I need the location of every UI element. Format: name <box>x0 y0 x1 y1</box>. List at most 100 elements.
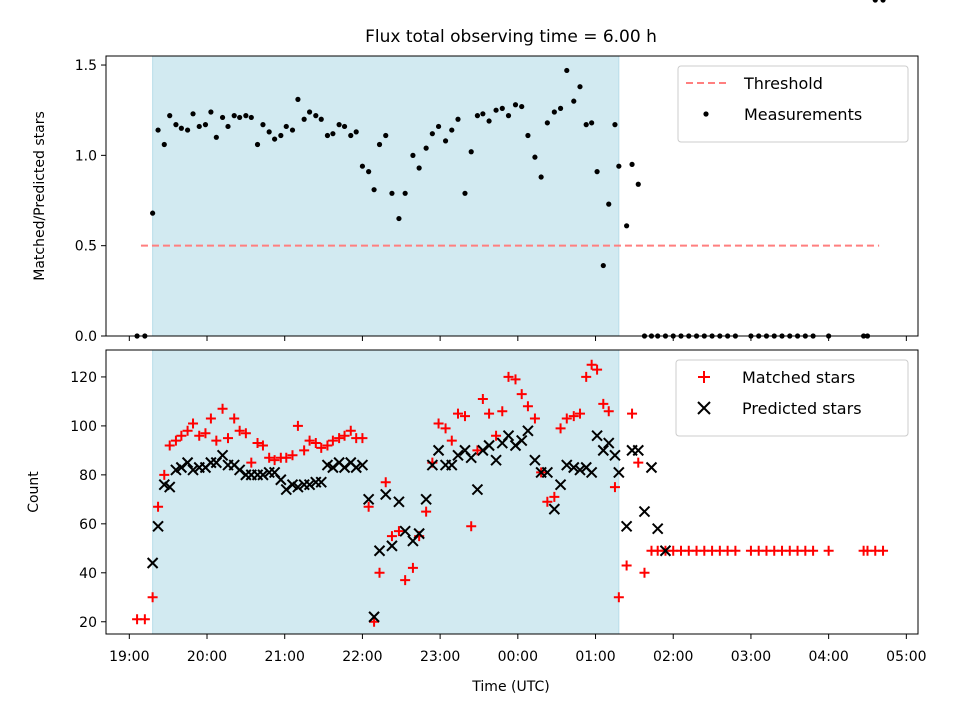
data-point <box>386 540 398 552</box>
y-tick-label: 1.5 <box>75 58 97 74</box>
data-point <box>266 129 272 135</box>
y-tick-label: 80 <box>79 468 97 484</box>
data-point <box>182 425 193 436</box>
data-point <box>491 430 502 441</box>
data-point <box>594 169 600 175</box>
data-point <box>376 141 383 148</box>
data-point <box>484 408 495 419</box>
data-point <box>248 114 254 121</box>
data-point <box>606 201 612 207</box>
data-point <box>153 501 164 512</box>
y-tick-label: 1.0 <box>75 148 97 164</box>
data-point <box>616 163 622 169</box>
data-point <box>350 461 362 474</box>
data-point <box>532 154 538 160</box>
data-point <box>380 477 391 488</box>
y-tick-label: 120 <box>70 370 97 386</box>
data-point <box>190 111 196 117</box>
data-point <box>586 359 597 370</box>
data-point <box>295 96 301 102</box>
data-point <box>609 449 621 461</box>
data-point <box>571 98 577 104</box>
data-point <box>455 116 461 122</box>
data-point <box>400 575 411 586</box>
data-point <box>399 525 411 537</box>
legend-label: Measurements <box>744 105 862 124</box>
data-point <box>600 262 606 269</box>
data-point <box>410 152 416 158</box>
data-point <box>730 545 741 556</box>
data-point <box>359 163 366 169</box>
data-point <box>493 107 499 113</box>
x-tick-label: 05:00 <box>886 649 926 665</box>
data-point <box>462 190 468 196</box>
data-point <box>435 123 442 130</box>
data-point <box>483 439 495 452</box>
data-point <box>229 413 240 424</box>
y-axis-label: Count <box>26 471 42 513</box>
data-point <box>561 413 572 424</box>
data-point <box>872 0 878 3</box>
data-point <box>420 493 432 506</box>
data-point <box>823 545 834 556</box>
plot-frame <box>105 349 919 635</box>
data-point <box>440 423 451 434</box>
series-2 <box>146 425 672 623</box>
data-point <box>287 450 298 461</box>
data-point <box>465 452 477 464</box>
data-point <box>589 120 595 126</box>
data-point <box>373 545 386 557</box>
data-point <box>208 109 214 115</box>
data-point <box>211 435 222 446</box>
data-point <box>334 433 345 444</box>
data-point <box>574 464 586 476</box>
y-tick-label: 0.5 <box>75 239 97 255</box>
legend: Threshold Measurements <box>677 65 909 143</box>
data-point <box>542 496 553 507</box>
data-point <box>591 429 603 442</box>
data-point <box>252 438 263 449</box>
data-point <box>561 459 573 471</box>
data-point <box>272 136 278 142</box>
legend: Matched stars Predicted stars <box>675 359 909 437</box>
y-tick-label: 60 <box>79 517 97 533</box>
data-point <box>316 442 327 453</box>
data-point <box>446 459 458 471</box>
data-point <box>442 138 449 144</box>
data-point <box>147 592 158 603</box>
data-point <box>446 435 457 446</box>
y-tick-label: 100 <box>70 419 97 435</box>
data-point <box>480 111 486 117</box>
data-point <box>474 113 481 119</box>
data-point <box>336 122 342 128</box>
data-point <box>568 411 579 422</box>
data-point <box>363 501 374 512</box>
data-point <box>466 521 477 532</box>
data-point <box>389 190 395 196</box>
data-point <box>416 165 422 171</box>
data-point <box>477 393 488 404</box>
x-tick-label: 19:00 <box>109 649 149 665</box>
data-point <box>613 466 625 479</box>
data-point <box>502 429 515 442</box>
data-point <box>318 116 324 122</box>
data-point <box>620 520 633 532</box>
data-point <box>603 437 615 449</box>
data-point <box>426 459 439 471</box>
data-point <box>139 614 150 625</box>
data-point <box>548 503 561 515</box>
data-point <box>194 430 205 441</box>
data-point <box>299 445 310 456</box>
data-point <box>510 374 521 385</box>
data-point <box>313 113 319 119</box>
data-point <box>452 449 464 461</box>
data-point <box>452 408 463 419</box>
data-point <box>237 114 243 121</box>
y-tick-label: 20 <box>79 615 97 631</box>
data-point <box>303 478 316 491</box>
data-point <box>621 560 632 571</box>
data-point <box>433 418 444 429</box>
legend-label: Threshold <box>743 74 823 93</box>
data-point <box>219 114 226 121</box>
